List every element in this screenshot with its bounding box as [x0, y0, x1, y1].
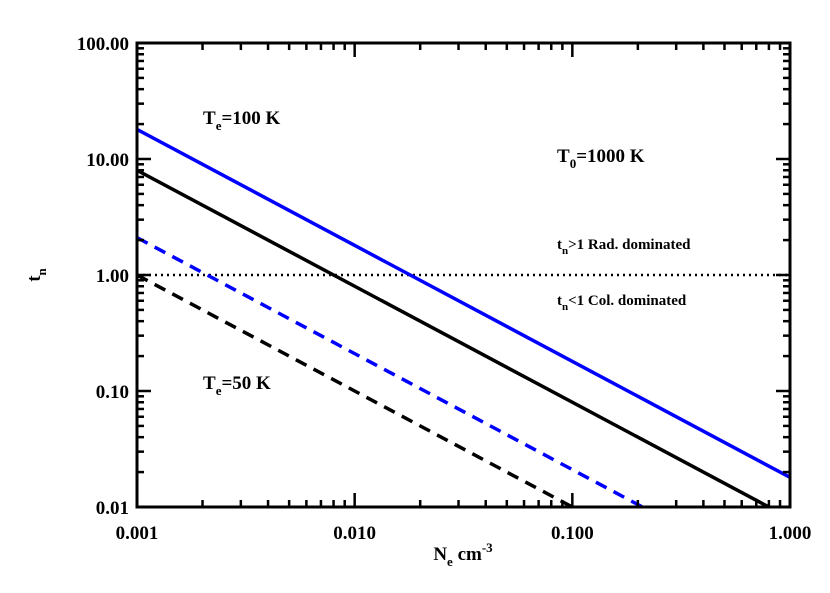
- series-line-3: [137, 273, 574, 507]
- annotation-te50: Te=50 K: [203, 373, 271, 398]
- x-tick-label: 0.010: [333, 523, 376, 544]
- axes: [135, 41, 792, 509]
- y-axis-label: tn: [24, 267, 49, 281]
- x-tick-label: 0.001: [116, 523, 159, 544]
- x-tick-label: 1.000: [769, 523, 812, 544]
- annotation-col: tn<1 Col. dominated: [557, 293, 687, 313]
- series-line-0: [137, 127, 790, 479]
- y-tick-label: 0.10: [96, 382, 129, 403]
- series-line-1: [137, 168, 770, 507]
- series-lines: [137, 127, 790, 507]
- series-line-2: [137, 236, 644, 507]
- tick-labels: 0.001 0.010 0.100 1.000 0.01 0.10 1.00 10.00 100…: [77, 34, 812, 544]
- annotation-te100: Te=100 K: [203, 108, 281, 133]
- annotation-t0: T0=1000 K: [557, 146, 645, 171]
- x-tick-label: 0.100: [551, 523, 594, 544]
- x-axis-label: Ne cm-3: [433, 540, 493, 569]
- y-tick-label: 100.00: [77, 34, 129, 55]
- y-tick-label: 1.00: [96, 266, 129, 287]
- y-tick-label: 0.01: [96, 498, 129, 519]
- y-tick-label: 10.00: [86, 150, 129, 171]
- annotation-rad: tn>1 Rad. dominated: [557, 237, 691, 257]
